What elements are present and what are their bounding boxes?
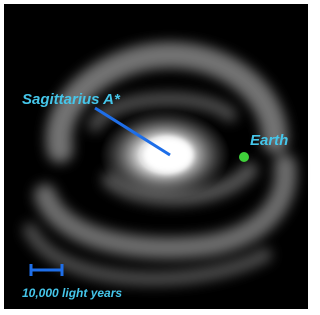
galaxy-diagram: Sagittarius A* Earth 10,000 light years [0, 0, 314, 315]
page: Sagittarius A* Earth 10,000 light years … [0, 0, 320, 315]
earth-dot [239, 152, 249, 162]
earth-label: Earth [250, 132, 288, 149]
center-label: Sagittarius A* [22, 91, 121, 108]
scale-label: 10,000 light years [22, 286, 122, 300]
